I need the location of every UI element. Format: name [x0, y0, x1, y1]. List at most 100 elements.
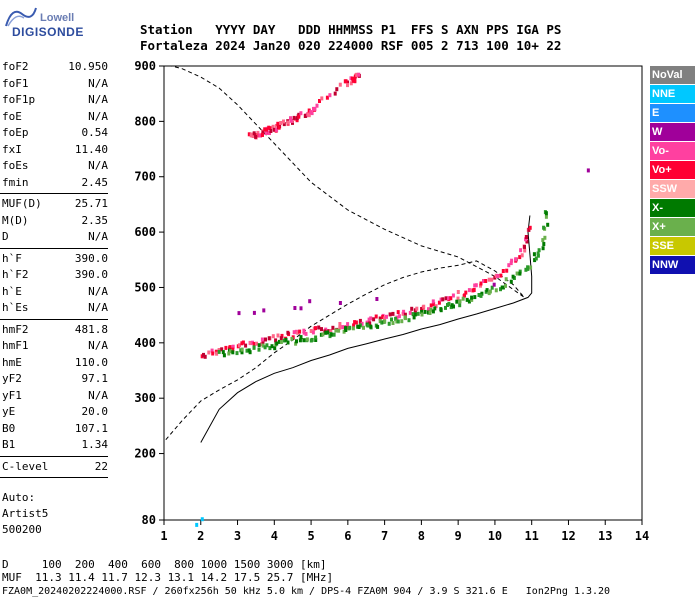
param-row-hf2: h`F2 390.0 [2, 268, 108, 284]
trace-point-x-trace [411, 312, 415, 317]
param-key: B0 [2, 421, 16, 435]
legend-item-x: X- [650, 199, 695, 217]
trace-point-o-trace [338, 325, 342, 330]
trace-point-x-trace [344, 326, 347, 331]
param-row-fmin: fmin 2.45 [2, 176, 108, 192]
trace-point-x-trace [268, 346, 272, 351]
trace-point-o-trace [346, 322, 350, 327]
trace-point-o-trace [298, 329, 302, 334]
sidebar-divider [0, 455, 108, 457]
param-key: hmF1 [2, 339, 29, 352]
trace-point-x-trace [461, 296, 465, 301]
param-key: h`F [2, 251, 22, 265]
trace-point-es-upper [315, 103, 319, 108]
trace-point-x-trace [337, 328, 341, 333]
trace-point-o-trace [317, 325, 321, 330]
trace-point-o-trace [302, 330, 306, 335]
trace-point-o-trace [463, 293, 466, 298]
digisonde-logo-icon [5, 7, 37, 27]
x-tick-label: 7 [381, 529, 388, 543]
param-key: hmF2 [2, 322, 29, 336]
trace-point-x-trace [229, 349, 233, 354]
trace-point-es-upper [299, 111, 303, 116]
x-tick-label: 13 [598, 529, 612, 543]
param-value: N/A [88, 230, 108, 243]
trace-point-o-trace [482, 279, 485, 283]
trace-point-o-trace [510, 258, 514, 263]
param-row-foe: foE N/A [2, 110, 108, 126]
trace-point-o-trace [292, 330, 296, 335]
trace-point-o-trace [329, 329, 333, 333]
trace-point-o-trace [309, 329, 313, 333]
trace-point-x-trace [273, 346, 277, 351]
trace-point-x-trace [546, 222, 550, 227]
trace-point-es-upper [289, 118, 293, 123]
trace-point-o-trace [397, 314, 401, 319]
param-key: B1 [2, 438, 16, 451]
trace-point-es-upper [264, 131, 268, 135]
trace-point-o-trace [427, 307, 430, 312]
trace-point-o-trace [244, 343, 248, 348]
trace-point-x-trace [428, 311, 432, 315]
trace-point-x-trace [261, 343, 265, 348]
y-tick-label: 80 [142, 513, 156, 527]
param-row-yf1: yF1 N/A [2, 389, 108, 405]
trace-point-x-trace [515, 271, 519, 276]
trace-point-o-trace [358, 321, 362, 326]
trace-point-o-trace [369, 316, 373, 321]
header-values: Fortaleza 2024 Jan20 020 224000 RSF 005 … [140, 38, 562, 53]
trace-point-o-trace [264, 337, 267, 342]
legend-item-nnw: NNW [650, 256, 695, 274]
trace-point-x-trace [294, 341, 298, 346]
trace-point-es-upper [269, 129, 273, 133]
trace-point-x-trace [458, 303, 462, 308]
trace-point-o-trace [385, 314, 388, 319]
trace-point-o-trace [228, 345, 232, 350]
trace-point-x-trace [396, 319, 400, 324]
param-row-hmf1: hmF1 N/A [2, 339, 108, 355]
trace-point-es-upper [309, 110, 313, 115]
trace-point-x-trace [240, 350, 244, 355]
trace-point-scattered [262, 308, 266, 313]
x-tick-label: 11 [524, 529, 538, 543]
trace-point-o-trace [331, 325, 335, 330]
trace-point-x-trace [378, 319, 382, 324]
trace-point-scattered [299, 306, 303, 311]
sidebar-divider [0, 247, 108, 249]
trace-point-x-trace [298, 338, 302, 343]
param-key: foEp [2, 126, 29, 139]
trace-point-es-upper [254, 134, 258, 139]
trace-point-x-trace [314, 335, 318, 340]
trace-point-x-trace [257, 347, 261, 352]
trace-point-x-trace [544, 211, 548, 216]
trace-point-o-trace [286, 330, 290, 335]
param-value: N/A [88, 284, 108, 298]
trace-point-es-upper [320, 96, 324, 101]
trace-point-es-upper [351, 76, 354, 81]
trace-point-o-trace [519, 248, 523, 253]
trace-point-es-upper [344, 79, 348, 84]
trace-point-o-trace [383, 316, 387, 321]
trace-point-x-trace [544, 214, 548, 219]
param-value: 390.0 [74, 251, 108, 265]
trace-point-o-trace [378, 316, 382, 321]
logo-digisonde-text: DIGISONDE [12, 25, 84, 39]
trace-point-x-trace [391, 321, 395, 325]
trace-point-x-trace [302, 338, 306, 343]
trace-point-o-trace [437, 300, 441, 305]
trace-point-x-trace [412, 315, 416, 320]
trace-point-o-trace [280, 333, 284, 338]
param-value: N/A [88, 301, 108, 314]
param-key: M(D) [2, 213, 29, 227]
trace-point-o-trace [523, 244, 526, 249]
trace-point-x-trace [366, 323, 370, 328]
trace-point-x-trace [524, 267, 528, 272]
trace-point-o-trace [514, 257, 518, 262]
trace-point-x-trace [240, 347, 244, 352]
trace-point-es-upper [292, 115, 296, 120]
trace-point-scattered [293, 306, 297, 310]
trace-point-x-trace [380, 320, 384, 325]
trace-point-o-trace [261, 339, 265, 344]
x-tick-label: 2 [197, 529, 204, 543]
trace-point-o-trace [484, 279, 488, 283]
